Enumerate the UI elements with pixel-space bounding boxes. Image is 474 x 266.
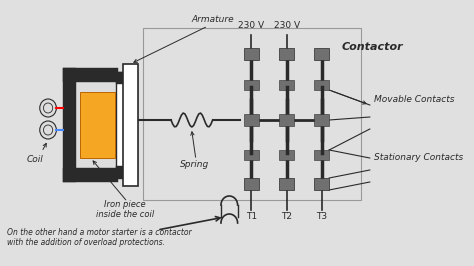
Text: On the other hand a motor starter is a contactor
with the addition of overload p: On the other hand a motor starter is a c…	[8, 228, 192, 247]
Text: T1: T1	[246, 212, 257, 221]
Bar	[117, 72, 137, 178]
Circle shape	[40, 99, 56, 117]
Circle shape	[44, 103, 53, 113]
Bar	[314, 150, 329, 160]
Bar	[117, 166, 137, 178]
Text: Coil: Coil	[27, 155, 44, 164]
Text: Spring: Spring	[180, 160, 209, 169]
Bar	[244, 114, 259, 126]
Bar	[63, 168, 118, 182]
Text: Stationary Contacts: Stationary Contacts	[374, 153, 464, 163]
Bar	[63, 68, 118, 82]
Bar	[244, 48, 259, 60]
Bar	[314, 48, 329, 60]
Bar	[80, 92, 115, 158]
Bar	[76, 82, 118, 168]
Bar	[279, 178, 294, 190]
Bar	[314, 178, 329, 190]
Bar	[244, 80, 259, 90]
Text: Contactor: Contactor	[342, 42, 404, 52]
Text: 230 V: 230 V	[238, 21, 264, 30]
Bar	[279, 150, 294, 160]
Text: 230 V: 230 V	[273, 21, 300, 30]
Text: Armature: Armature	[191, 15, 234, 24]
Bar	[63, 68, 76, 182]
Bar	[143, 28, 361, 200]
Bar	[279, 80, 294, 90]
Bar	[279, 114, 294, 126]
Text: Iron piece
inside the coil: Iron piece inside the coil	[96, 200, 154, 219]
Text: Movable Contacts: Movable Contacts	[374, 95, 455, 105]
Circle shape	[40, 121, 56, 139]
Text: T2: T2	[281, 212, 292, 221]
Bar	[244, 150, 259, 160]
Circle shape	[44, 125, 53, 135]
Bar	[123, 64, 138, 186]
Bar	[279, 48, 294, 60]
Bar	[314, 114, 329, 126]
Bar	[314, 80, 329, 90]
Bar	[117, 72, 137, 84]
Bar	[244, 178, 259, 190]
Text: T3: T3	[316, 212, 328, 221]
